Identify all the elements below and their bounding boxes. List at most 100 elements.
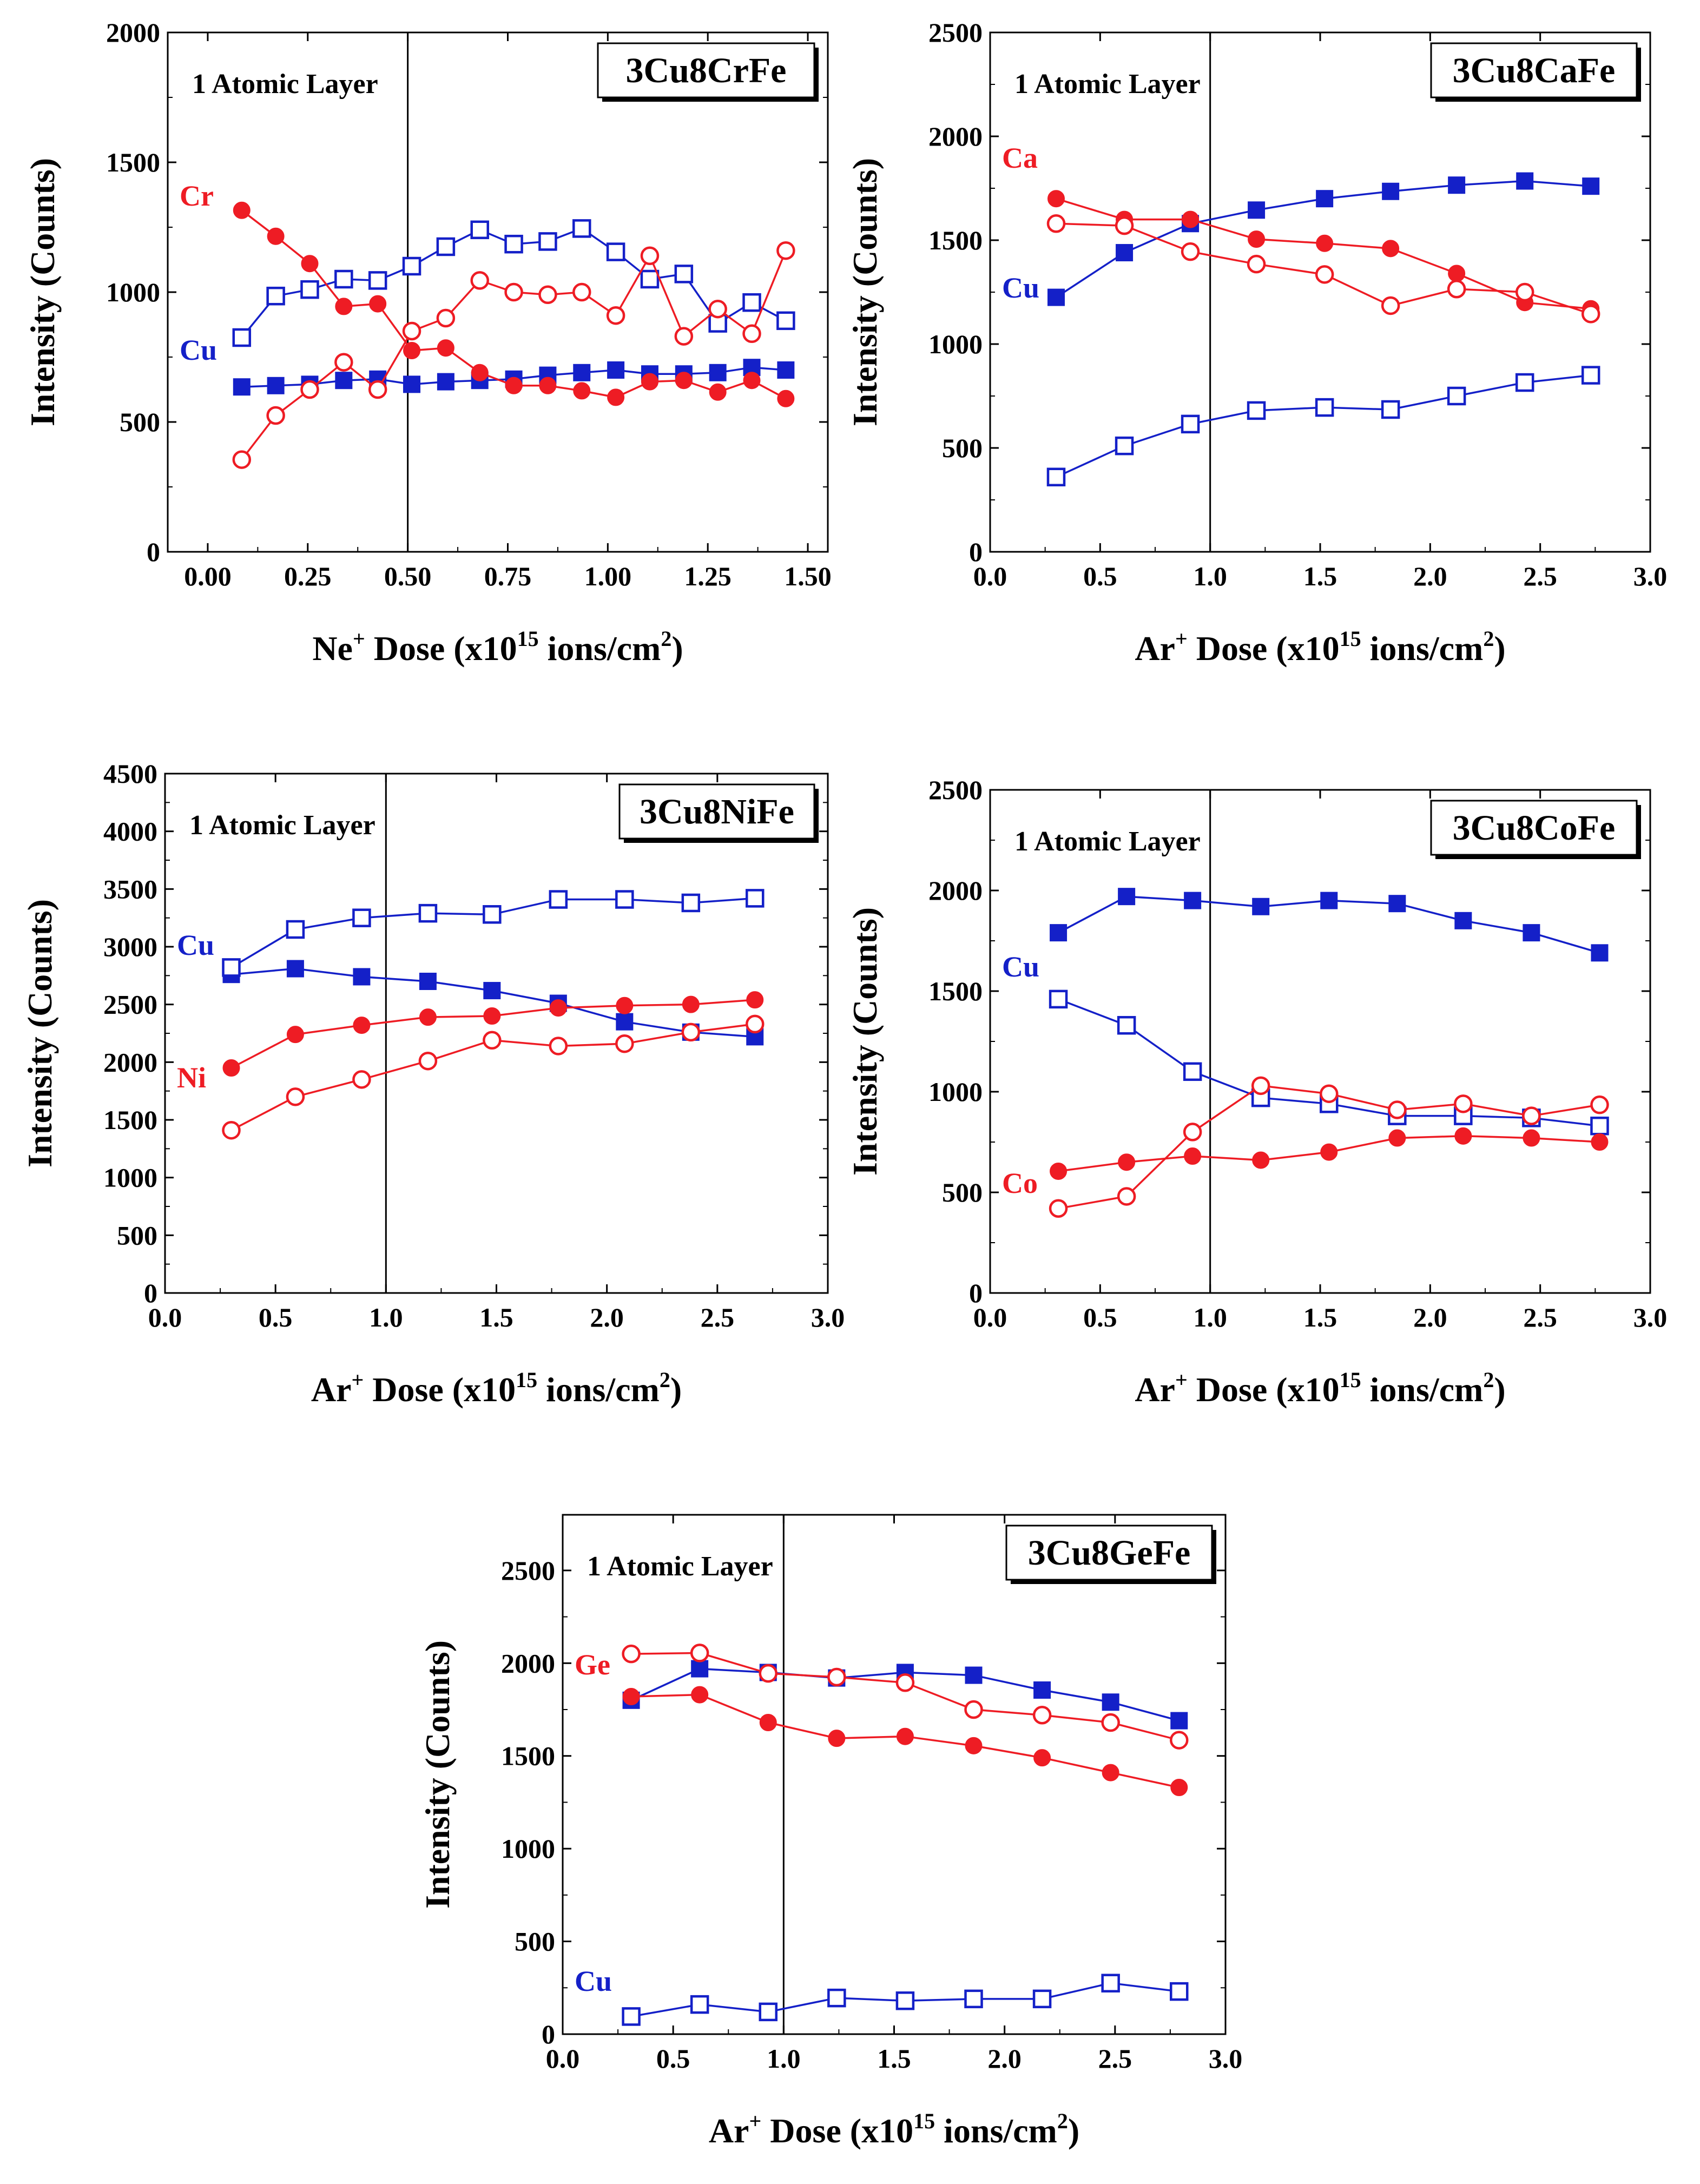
data-point bbox=[483, 982, 501, 1000]
data-point bbox=[1032, 1989, 1052, 2009]
data-point bbox=[1182, 210, 1200, 228]
x-label-middle: Dose (x10 bbox=[1188, 629, 1340, 668]
data-point bbox=[286, 1087, 305, 1106]
chart-1: 0.00 0.25 0.50 0.75 1.00 1.25 1.50 0 500 1000 1500… bbox=[23, 17, 832, 668]
data-point bbox=[1170, 1982, 1189, 2001]
x-label-middle: Dose (x10 bbox=[761, 2112, 913, 2150]
y-tick-label: 0 bbox=[969, 537, 983, 567]
data-point bbox=[690, 1995, 709, 2014]
data-point bbox=[828, 1730, 846, 1747]
data-point bbox=[1252, 1151, 1270, 1169]
data-point bbox=[1047, 288, 1065, 306]
data-point bbox=[353, 968, 371, 986]
data-point bbox=[368, 271, 387, 290]
data-point bbox=[470, 220, 489, 240]
data-point bbox=[675, 372, 693, 390]
data-point bbox=[1118, 1153, 1136, 1171]
data-point bbox=[1181, 242, 1200, 261]
y-tick-label: 1500 bbox=[103, 1105, 157, 1135]
data-point bbox=[691, 1660, 709, 1678]
x-label-middle: Dose (x10 bbox=[365, 629, 517, 668]
data-point bbox=[470, 271, 489, 290]
title-box bbox=[597, 42, 815, 98]
y-tick-label: 0 bbox=[144, 1278, 157, 1308]
data-point bbox=[607, 361, 625, 379]
data-point bbox=[746, 889, 765, 908]
data-point bbox=[334, 269, 353, 289]
data-point bbox=[1448, 176, 1466, 194]
series-cr-open bbox=[232, 241, 795, 469]
data-point bbox=[1381, 400, 1400, 419]
data-point bbox=[895, 1673, 915, 1692]
x-tick-label: 3.0 bbox=[1209, 2043, 1243, 2074]
data-point bbox=[742, 293, 761, 312]
y-tick-label: 500 bbox=[120, 407, 160, 437]
series-label-ca: Ca bbox=[1002, 142, 1038, 174]
y-tick-label: 500 bbox=[515, 1926, 555, 1957]
x-label-ion-charge: + bbox=[1175, 1368, 1188, 1392]
series-label-ni: Ni bbox=[177, 1061, 206, 1094]
x-label-exponent: 15 bbox=[913, 2109, 935, 2133]
data-point bbox=[266, 406, 285, 425]
data-point bbox=[233, 201, 251, 219]
x-label-prefix: Ar bbox=[709, 2112, 749, 2150]
data-point bbox=[266, 286, 285, 306]
y-tick-label: 1000 bbox=[103, 1163, 157, 1193]
title-box bbox=[618, 783, 815, 840]
y-tick-label: 2000 bbox=[103, 1047, 157, 1077]
x-label-prefix: Ar bbox=[1135, 629, 1175, 668]
data-point bbox=[402, 256, 421, 276]
data-point bbox=[418, 1051, 438, 1071]
x-label-unit-power: 2 bbox=[1483, 626, 1494, 651]
series-cu-open bbox=[232, 219, 795, 347]
x-label-suffix: ions/cm bbox=[1361, 629, 1484, 668]
data-point bbox=[709, 383, 727, 401]
series-label-co: Co bbox=[1002, 1167, 1038, 1199]
data-point bbox=[691, 1686, 709, 1704]
data-point bbox=[1033, 1681, 1051, 1699]
data-point bbox=[1320, 892, 1338, 909]
data-point bbox=[301, 255, 319, 273]
data-point bbox=[742, 324, 761, 344]
atomic-layer-annotation: 1 Atomic Layer bbox=[189, 810, 375, 841]
x-tick-label: 1.0 bbox=[767, 2043, 801, 2074]
series-label-cu: Cu bbox=[1002, 272, 1039, 304]
x-label-ion-charge: + bbox=[351, 1368, 364, 1392]
x-label-unit-power: 2 bbox=[661, 626, 671, 651]
data-point bbox=[505, 377, 523, 394]
y-tick-label: 2000 bbox=[928, 121, 983, 151]
data-point bbox=[1591, 1133, 1609, 1151]
y-tick-label: 1500 bbox=[106, 147, 160, 177]
x-tick-label: 2.5 bbox=[1098, 2043, 1132, 2074]
y-tick-label: 3500 bbox=[103, 874, 157, 904]
y-tick-label: 1000 bbox=[106, 277, 160, 307]
series-cu-filled bbox=[1050, 888, 1609, 962]
data-point bbox=[1115, 436, 1134, 456]
data-point bbox=[504, 282, 523, 302]
data-point bbox=[222, 1120, 241, 1140]
data-point bbox=[622, 2007, 641, 2026]
x-label-suffix: ions/cm bbox=[1361, 1370, 1484, 1409]
data-point bbox=[539, 377, 557, 394]
data-point bbox=[1252, 898, 1270, 915]
x-tick-label: 2.0 bbox=[1413, 561, 1447, 591]
x-tick-label: 0.50 bbox=[384, 561, 432, 591]
data-point bbox=[222, 1059, 240, 1077]
data-point bbox=[233, 378, 251, 396]
data-point bbox=[1101, 1974, 1120, 1992]
y-tick-label: 1500 bbox=[928, 225, 983, 255]
data-point bbox=[674, 265, 694, 283]
y-tick-label: 4500 bbox=[103, 758, 157, 789]
data-point bbox=[286, 960, 304, 978]
data-point bbox=[1181, 414, 1200, 434]
data-point bbox=[549, 1037, 568, 1055]
data-point bbox=[640, 246, 660, 266]
x-tick-label: 1.50 bbox=[784, 561, 832, 591]
data-point bbox=[1515, 373, 1534, 392]
data-point bbox=[232, 450, 252, 469]
title-box bbox=[1430, 42, 1638, 98]
x-axis-label: Ar+ Dose (x1015 ions/cm2) bbox=[311, 1368, 682, 1409]
data-point bbox=[1117, 1187, 1136, 1206]
data-point bbox=[504, 234, 523, 254]
data-point bbox=[1320, 1084, 1339, 1103]
